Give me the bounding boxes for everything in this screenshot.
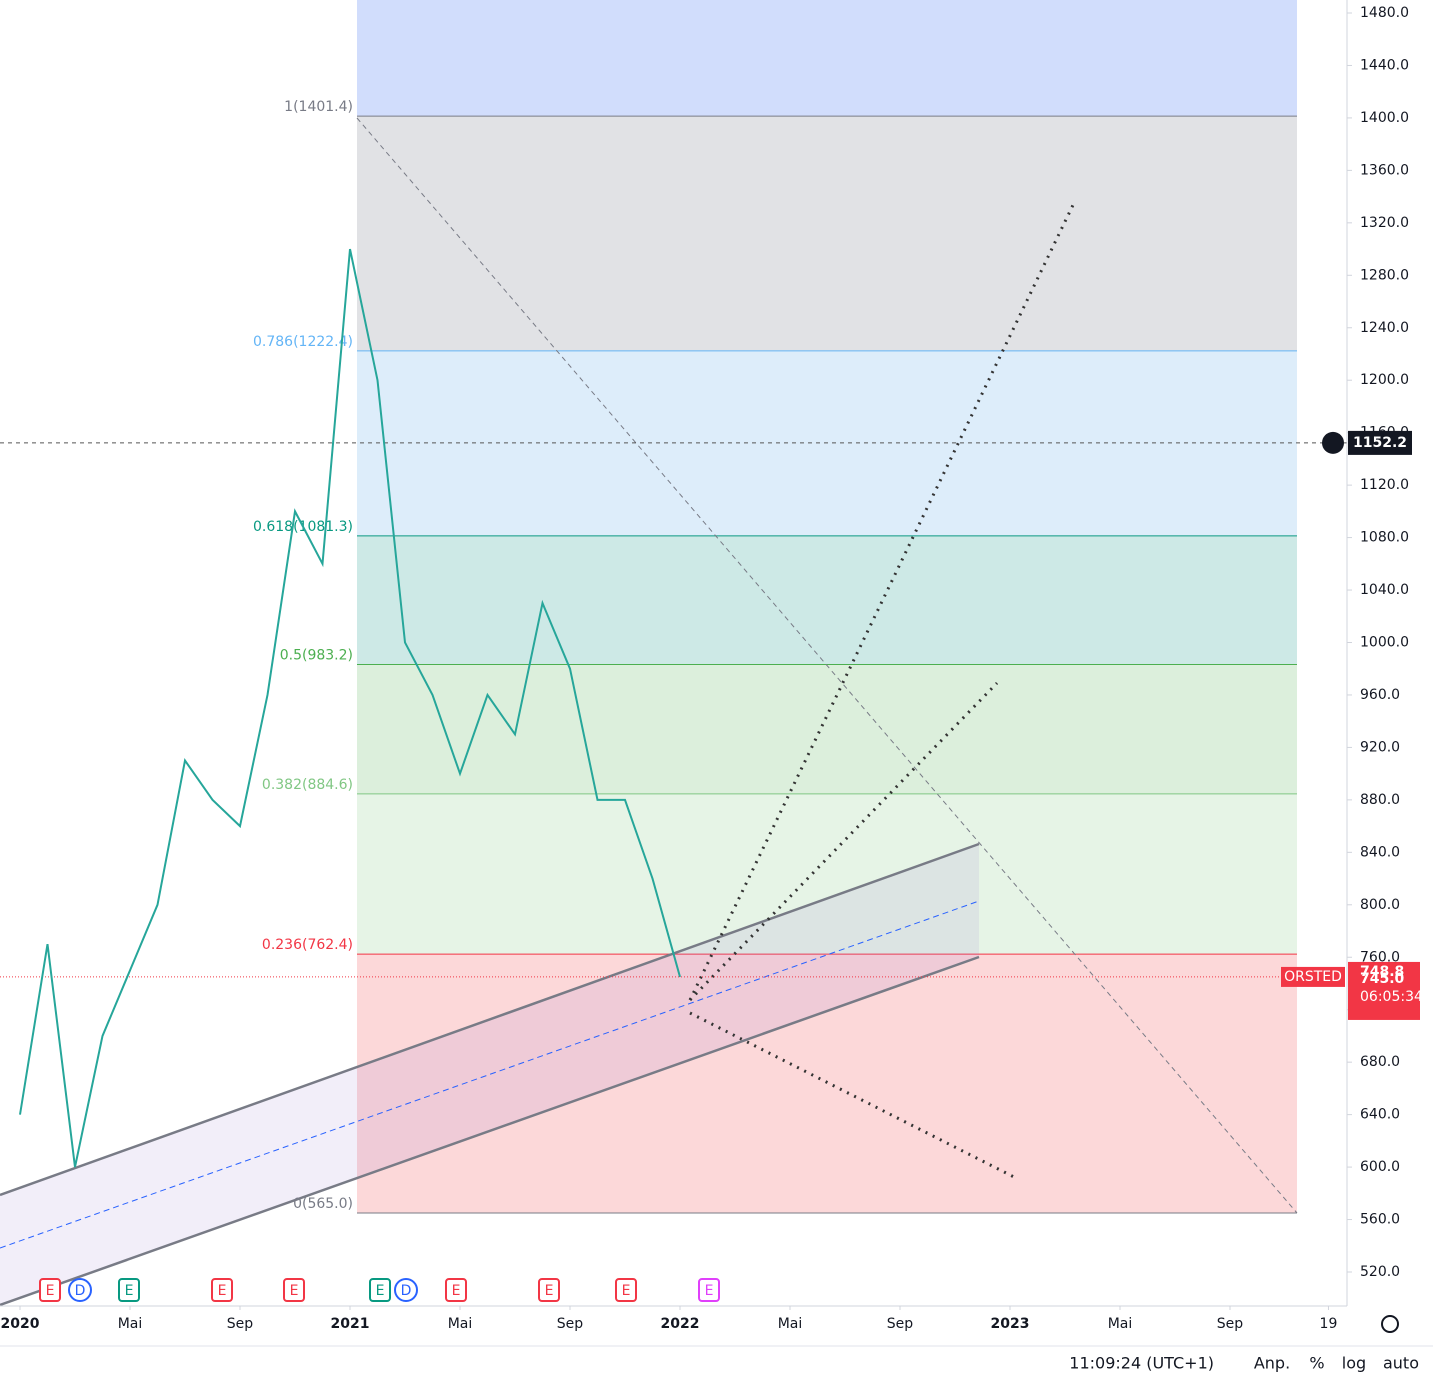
- y-tick-label: 1000.0: [1360, 635, 1409, 651]
- y-tick-label: 560.0: [1360, 1212, 1400, 1228]
- y-tick-label: 1280.0: [1360, 267, 1409, 283]
- symbol-label: ORSTED: [1284, 969, 1342, 985]
- fib-band: [357, 793, 1297, 955]
- symbol-tag: [1281, 966, 1345, 987]
- channel-bottom: [0, 955, 980, 1307]
- fib-label: 0.5(983.2): [280, 648, 353, 664]
- y-tick-label: 840.0: [1360, 844, 1400, 860]
- fib-label: 0(565.0): [293, 1196, 353, 1212]
- event-icon[interactable]: [369, 1278, 391, 1302]
- event-label: D: [75, 1283, 86, 1299]
- y-tick-label: 1080.0: [1360, 530, 1409, 546]
- y-tick-label: 800.0: [1360, 897, 1400, 913]
- x-tick-label: Mai: [778, 1316, 803, 1332]
- footer-button[interactable]: Anp.: [1254, 1354, 1290, 1373]
- event-label: E: [125, 1283, 134, 1299]
- event-label: E: [622, 1283, 631, 1299]
- footer-time: 11:09:24 (UTC+1): [1069, 1354, 1214, 1373]
- fib-top-band: [357, 0, 1297, 117]
- y-tick-label: 1240.0: [1360, 320, 1409, 336]
- y-tick-label: 1400.0: [1360, 110, 1409, 126]
- fib-label: 0.786(1222.4): [253, 334, 353, 350]
- y-tick-label: 1480.0: [1360, 5, 1409, 21]
- event-icon[interactable]: [394, 1278, 418, 1302]
- x-tick-label: Mai: [448, 1316, 473, 1332]
- x-tick-label: 2021: [331, 1316, 370, 1332]
- channel-fill: [0, 844, 979, 1305]
- x-tick-label: 2022: [661, 1316, 700, 1332]
- event-label: E: [376, 1283, 385, 1299]
- y-tick-label: 1320.0: [1360, 215, 1409, 231]
- y-tick-label: 1200.0: [1360, 372, 1409, 388]
- footer-button[interactable]: log: [1342, 1354, 1366, 1373]
- x-tick-label: Sep: [1217, 1316, 1244, 1332]
- price-tag: [1348, 961, 1420, 1020]
- event-label: E: [705, 1283, 714, 1299]
- event-label: D: [401, 1283, 412, 1299]
- fib-label: 0.382(884.6): [262, 777, 353, 793]
- channel-top: [0, 842, 980, 1197]
- y-tick-label: 880.0: [1360, 792, 1400, 808]
- fib-band: [357, 535, 1297, 665]
- y-tick-label: 960.0: [1360, 687, 1400, 703]
- event-icon[interactable]: [283, 1278, 305, 1302]
- event-icon[interactable]: [211, 1278, 233, 1302]
- crosshair-label: 1152.2: [1353, 435, 1407, 451]
- event-icon[interactable]: [118, 1278, 140, 1302]
- y-tick-label: 1440.0: [1360, 57, 1409, 73]
- y-tick-label: 600.0: [1360, 1159, 1400, 1175]
- proj-1: [688, 204, 1075, 1001]
- y-tick-label: 1360.0: [1360, 162, 1409, 178]
- proj-2: [688, 681, 999, 1002]
- y-tick-label: 520.0: [1360, 1264, 1400, 1280]
- fib-label: 1(1401.4): [284, 99, 353, 115]
- crosshair-tag: [1348, 430, 1412, 455]
- event-icon[interactable]: [39, 1278, 61, 1302]
- event-label: E: [452, 1283, 461, 1299]
- x-tick-label: 2020: [1, 1316, 40, 1332]
- y-tick-label: 920.0: [1360, 739, 1400, 755]
- x-tick-label: Mai: [1108, 1316, 1133, 1332]
- x-tick-label: Sep: [227, 1316, 254, 1332]
- fib-bands: 1(1401.4)0.786(1222.4)0.618(1081.3)0.5(9…: [253, 0, 1297, 1214]
- fib-band: [357, 116, 1297, 351]
- settings-icon[interactable]: [1381, 1315, 1399, 1333]
- event-icon[interactable]: [698, 1278, 720, 1302]
- event-icon[interactable]: [538, 1278, 560, 1302]
- y-tick-label: 640.0: [1360, 1107, 1400, 1123]
- fib-band: [357, 954, 1297, 1213]
- crosshair-button[interactable]: [1322, 431, 1344, 454]
- event-label: E: [218, 1283, 227, 1299]
- y-tick-label: 760.0: [1360, 949, 1400, 965]
- x-tick-label: 2023: [991, 1316, 1030, 1332]
- countdown: 06:05:34: [1360, 989, 1423, 1005]
- footer-button[interactable]: auto: [1383, 1354, 1419, 1373]
- price-line: [19, 248, 681, 1168]
- event-label: E: [46, 1283, 55, 1299]
- event-icon[interactable]: [615, 1278, 637, 1302]
- drawings: [0, 117, 1347, 1307]
- price-label: 745.0: [1360, 971, 1405, 987]
- x-tick-label: Sep: [887, 1316, 914, 1332]
- fib-trend: [356, 117, 1298, 1214]
- fib-label: 0.236(762.4): [262, 937, 353, 953]
- x-tick-label: Mai: [118, 1316, 143, 1332]
- event-label: E: [290, 1283, 299, 1299]
- x-tick-label: 19: [1320, 1316, 1338, 1332]
- price-label: 748.8: [1360, 964, 1404, 980]
- channel-mid: [0, 900, 980, 1249]
- proj-3: [689, 1011, 1017, 1180]
- event-icon[interactable]: [445, 1278, 467, 1302]
- y-tick-label: 1120.0: [1360, 477, 1409, 493]
- fib-band: [357, 664, 1297, 794]
- x-tick-label: Sep: [557, 1316, 584, 1332]
- y-tick-label: 680.0: [1360, 1054, 1400, 1070]
- event-icon[interactable]: [68, 1278, 92, 1302]
- event-label: E: [545, 1283, 554, 1299]
- y-tick-label: 1040.0: [1360, 582, 1409, 598]
- footer-button[interactable]: %: [1309, 1354, 1324, 1373]
